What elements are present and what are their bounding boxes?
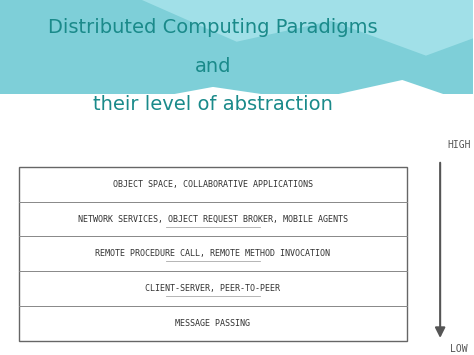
Text: Distributed Computing Paradigms: Distributed Computing Paradigms (48, 18, 378, 37)
Text: HIGH: HIGH (447, 140, 471, 149)
Polygon shape (142, 0, 473, 56)
Text: and: and (195, 56, 231, 76)
Text: LOW: LOW (450, 344, 468, 354)
Text: OBJECT SPACE, COLLABORATIVE APPLICATIONS: OBJECT SPACE, COLLABORATIVE APPLICATIONS (113, 180, 313, 189)
Text: CLIENT-SERVER, PEER-TO-PEER: CLIENT-SERVER, PEER-TO-PEER (146, 284, 281, 293)
Polygon shape (0, 0, 473, 104)
Text: REMOTE PROCEDURE CALL, REMOTE METHOD INVOCATION: REMOTE PROCEDURE CALL, REMOTE METHOD INV… (95, 249, 330, 258)
FancyBboxPatch shape (0, 94, 473, 348)
Text: NETWORK SERVICES, OBJECT REQUEST BROKER, MOBILE AGENTS: NETWORK SERVICES, OBJECT REQUEST BROKER,… (78, 214, 348, 224)
Text: MESSAGE PASSING: MESSAGE PASSING (175, 319, 250, 328)
Bar (19, 167, 407, 341)
Text: their level of abstraction: their level of abstraction (93, 95, 333, 114)
